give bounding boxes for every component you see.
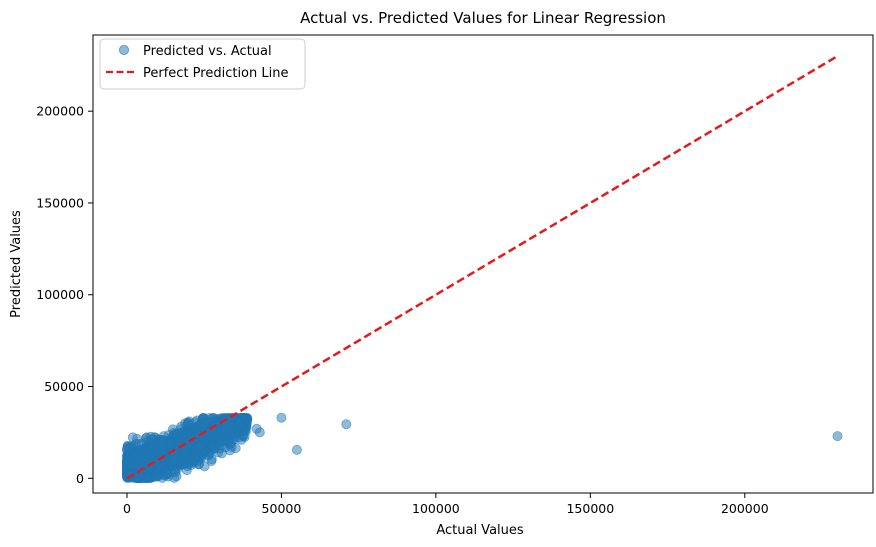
y-axis-ticks: 0 50000 100000 150000 200000 [36, 104, 93, 486]
scatter-point [195, 441, 206, 452]
scatter-point [341, 419, 352, 430]
x-tick-label: 0 [123, 501, 131, 516]
legend-label-scatter: Predicted vs. Actual [143, 44, 272, 59]
scatter-point [200, 418, 211, 429]
scatter-point [182, 419, 193, 430]
y-tick-label: 100000 [36, 287, 84, 302]
legend-marker-scatter [118, 44, 130, 56]
y-tick-label: 50000 [44, 379, 84, 394]
x-axis-ticks: 0 50000 100000 150000 200000 [123, 493, 769, 516]
scatter-point [162, 468, 173, 479]
scatter-point [206, 455, 217, 466]
y-tick-label: 0 [76, 471, 84, 486]
perfect-prediction-line [126, 55, 839, 480]
scatter-point [291, 444, 302, 455]
scatter-point [146, 434, 157, 445]
scatter-point [180, 448, 191, 459]
scatter-point [234, 418, 245, 429]
chart-title: Actual vs. Predicted Values for Linear R… [300, 9, 666, 27]
scatter-point [206, 439, 217, 450]
scatter-point [239, 425, 250, 436]
y-tick-label: 200000 [36, 104, 84, 119]
scatter-point [276, 412, 287, 423]
scatter-point [214, 443, 225, 454]
x-tick-label: 50000 [262, 501, 302, 516]
scatter-points-group [122, 412, 843, 483]
scatter-point [226, 441, 237, 452]
scatter-point [220, 424, 231, 435]
scatter-point [134, 452, 145, 463]
x-tick-label: 100000 [412, 501, 460, 516]
scatter-point [832, 431, 843, 442]
legend: Predicted vs. Actual Perfect Prediction … [99, 38, 306, 90]
scatter-point [254, 427, 265, 438]
x-tick-label: 150000 [566, 501, 614, 516]
x-axis-label: Actual Values [436, 523, 524, 538]
reference-line-group [126, 55, 839, 480]
scatter-point [171, 471, 182, 482]
legend-label-line: Perfect Prediction Line [143, 66, 288, 81]
x-tick-label: 200000 [721, 501, 769, 516]
plot-frame [92, 34, 874, 494]
y-tick-label: 150000 [36, 195, 84, 210]
scatter-point [143, 471, 154, 482]
legend-box [99, 38, 306, 90]
y-axis-label: Predicted Values [9, 210, 24, 318]
scatter-point [218, 434, 229, 445]
